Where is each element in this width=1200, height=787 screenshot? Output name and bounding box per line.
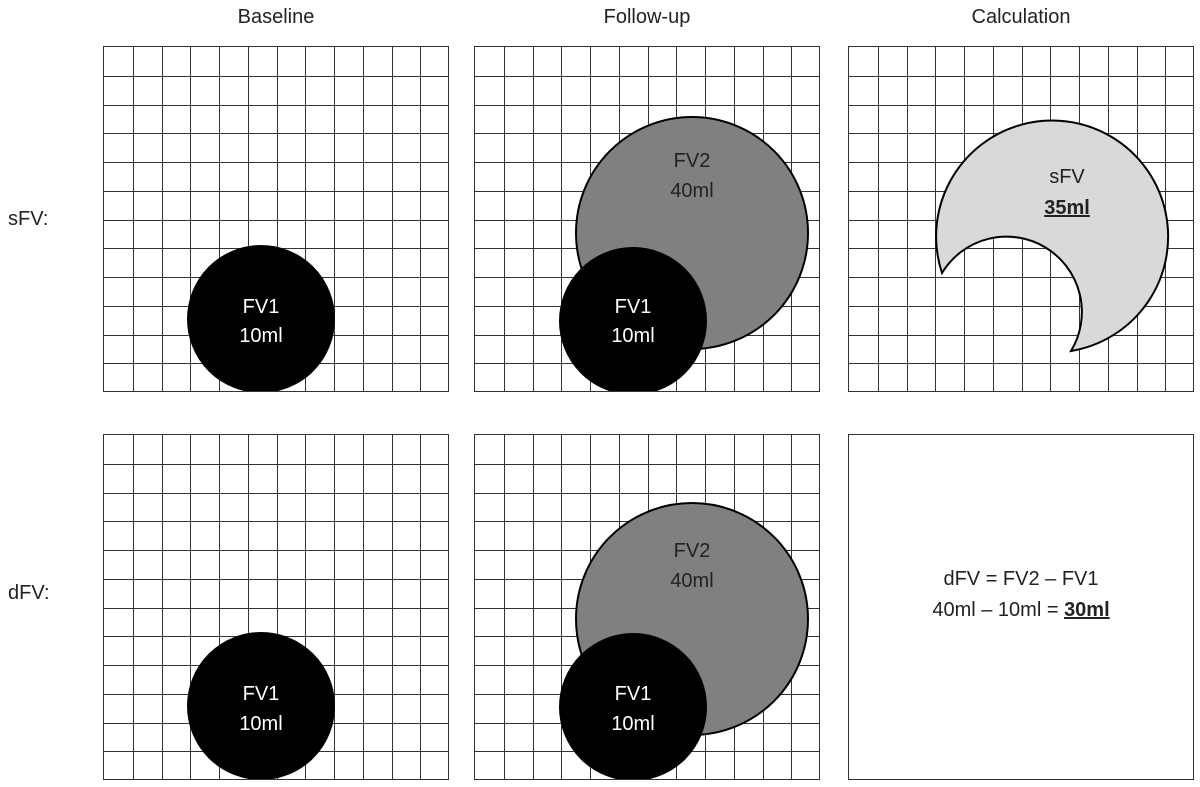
fv2-volume: 40ml — [670, 570, 713, 592]
row-label-dfv: dFV: — [8, 582, 50, 604]
fv1-lesion — [559, 247, 707, 391]
grid-dfv-followup: FV2 40ml FV1 10ml — [475, 435, 819, 779]
fv1-volume: 10ml — [239, 325, 282, 347]
grid-dfv-baseline: FV1 10ml — [104, 435, 448, 779]
fv1-volume: 10ml — [611, 713, 654, 735]
header-followup: Follow-up — [603, 6, 691, 28]
panel-dfv-followup: FV2 40ml FV1 10ml — [474, 434, 820, 780]
fv2-volume: 40ml — [670, 180, 713, 202]
header-baseline: Baseline — [237, 6, 315, 28]
fv1-volume: 10ml — [611, 325, 654, 347]
sfv-volume: 35ml — [1044, 197, 1090, 219]
fv2-name: FV2 — [674, 150, 711, 172]
fv1-name: FV1 — [243, 296, 280, 318]
dfv-expression-line: 40ml – 10ml = 30ml — [849, 599, 1193, 622]
row-label-sfv: sFV: — [8, 208, 49, 230]
header-calculation: Calculation — [971, 6, 1071, 28]
sfv-region — [935, 119, 1170, 353]
panel-sfv-calculation: sFV 35ml — [848, 46, 1194, 392]
fv1-lesion — [187, 245, 335, 391]
panel-sfv-baseline: FV1 10ml — [103, 46, 449, 392]
grid-sfv-calculation: sFV 35ml — [849, 47, 1193, 391]
panel-sfv-followup: FV2 40ml FV1 10ml — [474, 46, 820, 392]
fv1-name: FV1 — [615, 296, 652, 318]
dfv-result: 30ml — [1064, 599, 1110, 621]
fv1-lesion — [559, 633, 707, 779]
panel-dfv-calculation: dFV = FV2 – FV1 40ml – 10ml = 30ml — [848, 434, 1194, 780]
fv1-name: FV1 — [243, 683, 280, 705]
fv1-name: FV1 — [615, 683, 652, 705]
grid-sfv-baseline: FV1 10ml — [104, 47, 448, 391]
fv1-volume: 10ml — [239, 713, 282, 735]
grid-lines — [104, 435, 448, 779]
fv1-lesion — [187, 632, 335, 779]
panel-dfv-baseline: FV1 10ml — [103, 434, 449, 780]
sfv-name: sFV — [1049, 166, 1085, 188]
dfv-expression: 40ml – 10ml = — [932, 599, 1065, 621]
grid-sfv-followup: FV2 40ml FV1 10ml — [475, 47, 819, 391]
dfv-formula: dFV = FV2 – FV1 — [943, 568, 1099, 590]
fv2-name: FV2 — [674, 540, 711, 562]
